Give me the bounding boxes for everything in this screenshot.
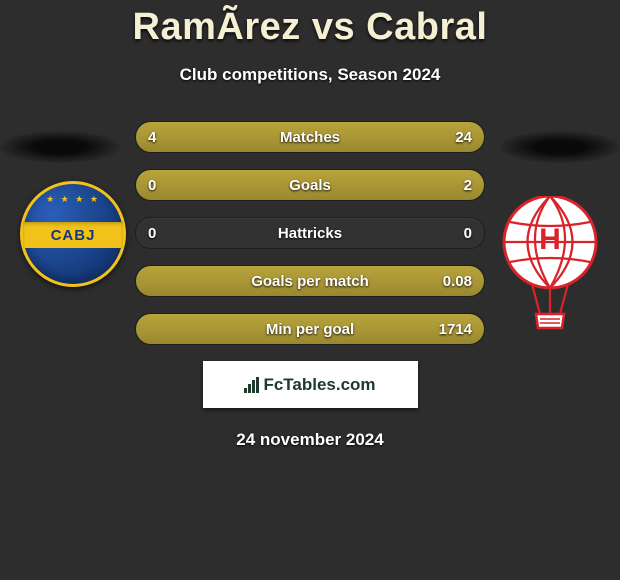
- branding-text: FcTables.com: [244, 375, 375, 395]
- crest-shadow-left: [0, 131, 120, 163]
- cabj-stars-icon: ★ ★ ★ ★: [23, 194, 123, 205]
- stat-row: 4Matches24: [135, 121, 485, 153]
- stat-label: Goals per match: [136, 273, 484, 290]
- stat-row: Goals per match0.08: [135, 265, 485, 297]
- branding-box[interactable]: FcTables.com: [203, 361, 418, 408]
- season-subtitle: Club competitions, Season 2024: [0, 65, 620, 85]
- huracan-badge: H: [500, 196, 600, 332]
- stat-row: 0Hattricks0: [135, 217, 485, 249]
- stats-panel: ★ ★ ★ ★ CABJ H: [0, 121, 620, 450]
- svg-text:H: H: [539, 223, 561, 256]
- stat-label: Matches: [136, 129, 484, 146]
- footer-date: 24 november 2024: [0, 430, 620, 450]
- stat-row: 0Goals2: [135, 169, 485, 201]
- stat-label: Goals: [136, 177, 484, 194]
- stat-value-right: 0: [464, 225, 472, 242]
- team-right-crest: H: [500, 196, 600, 296]
- stat-rows: 4Matches240Goals20Hattricks0Goals per ma…: [135, 121, 485, 345]
- stat-row: Min per goal1714: [135, 313, 485, 345]
- stat-value-right: 1714: [439, 321, 472, 338]
- stat-value-right: 2: [464, 177, 472, 194]
- stat-value-right: 24: [455, 129, 472, 146]
- stat-label: Min per goal: [136, 321, 484, 338]
- stat-value-right: 0.08: [443, 273, 472, 290]
- cabj-badge: ★ ★ ★ ★ CABJ: [20, 181, 126, 287]
- bars-icon: [244, 377, 259, 393]
- crest-shadow-right: [500, 131, 620, 163]
- cabj-band: CABJ: [23, 222, 123, 248]
- page-title: RamÃ­rez vs Cabral: [0, 0, 620, 49]
- balloon-icon: H: [500, 196, 600, 332]
- comparison-card: { "header": { "title": "RamÃ­rez vs Cabr…: [0, 0, 620, 580]
- team-left-crest: ★ ★ ★ ★ CABJ: [20, 181, 120, 281]
- stat-label: Hattricks: [136, 225, 484, 242]
- site-name: FcTables.com: [263, 375, 375, 395]
